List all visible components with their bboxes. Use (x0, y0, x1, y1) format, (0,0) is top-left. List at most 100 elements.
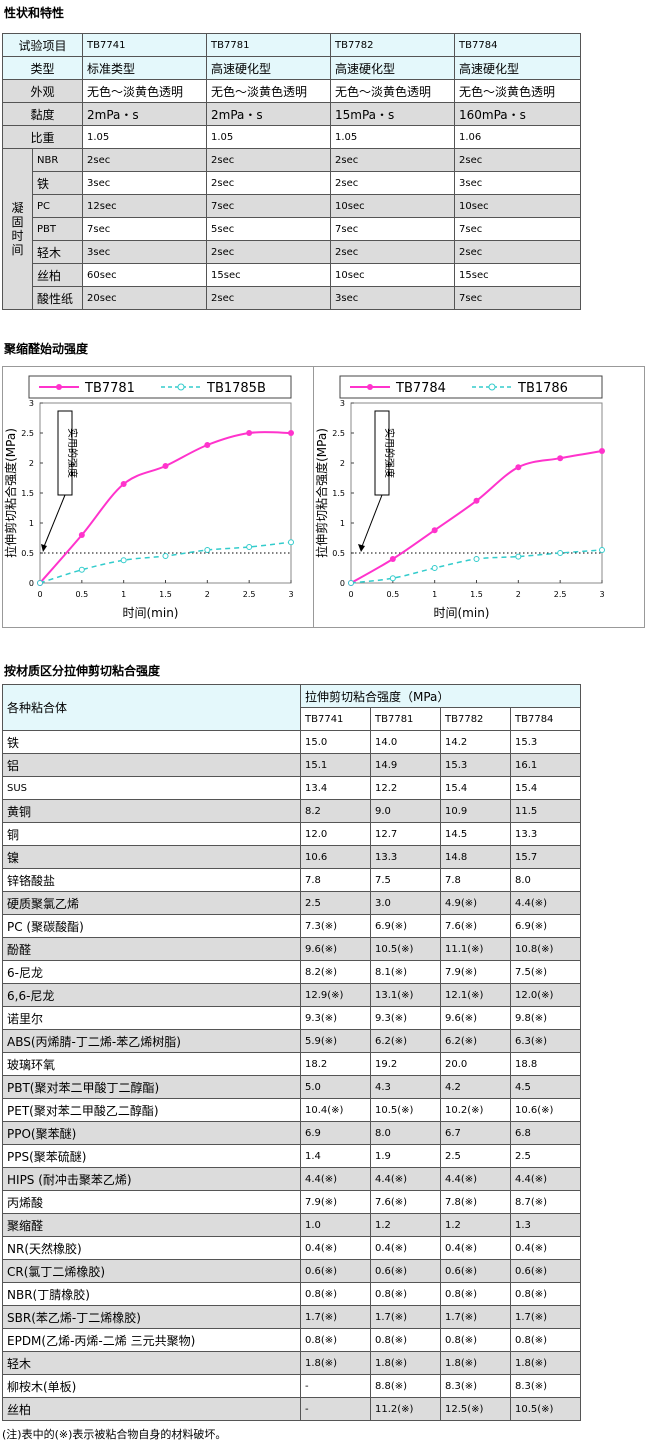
table-row: 铁 15.0 14.0 14.2 15.3 (2, 730, 582, 754)
table-row: HIPS (耐冲击聚苯乙烯) 4.4(※) 4.4(※) 4.4(※) 4.4(※) (2, 1167, 582, 1191)
material-label: 6-尼龙 (2, 960, 301, 984)
cell-value: - (300, 1374, 371, 1398)
cell-value: 10sec (330, 194, 456, 218)
x-tick-label: 2.5 (554, 590, 567, 599)
chart-svg-1: TB7781 TB1785B 0 0.5 1 1.5 2 2.5 3 0 0.5 1 1.5 2 2.5 3 时… (3, 375, 294, 620)
table-row: 轻木 3sec 2sec 2sec 2sec (3, 240, 582, 264)
cell-value: 12.9(※) (300, 983, 371, 1007)
cell-value: 20.0 (440, 1052, 511, 1076)
header-product: TB7784 (509, 707, 582, 731)
cell-value: 4.4(※) (440, 1167, 511, 1191)
table-row: 硬质聚氯乙烯 2.5 3.0 4.9(※) 4.4(※) (2, 891, 582, 915)
header-test-item: 试验项目 (1, 33, 84, 57)
header-product: TB7741 (300, 707, 371, 731)
table-row: 黏度 2mPa・s 2mPa・s 15mPa・s 160mPa・s (1, 102, 582, 126)
cell-value: 12.2 (370, 776, 441, 800)
header-product: TB7782 (330, 33, 456, 57)
material-label: 丙烯酸 (2, 1190, 301, 1214)
material-label: 铜 (2, 822, 301, 846)
cell-value: 2sec (206, 171, 332, 195)
cell-value: 2sec (206, 286, 332, 310)
x-tick-label: 3 (288, 590, 293, 599)
cell-value: 12sec (82, 194, 208, 218)
cell-value: 4.9(※) (440, 891, 511, 915)
cell-value: 0.8(※) (509, 1328, 582, 1352)
data-point-series-2 (389, 575, 396, 582)
cell-value: 14.0 (370, 730, 441, 754)
cell-value: 3.0 (370, 891, 441, 915)
cell-value: 0.8(※) (440, 1328, 511, 1352)
cell-value: 13.1(※) (370, 983, 441, 1007)
cell-value: 15.4 (440, 776, 511, 800)
cell-value: 10.5(※) (370, 937, 441, 961)
footnote: (注)表中的(※)表示被粘合物自身的材料破坏。 (2, 1428, 227, 1441)
cell-value: 2sec (330, 171, 456, 195)
table-row: 镍 10.6 13.3 14.8 15.7 (2, 845, 582, 869)
cell-value: 4.4(※) (370, 1167, 441, 1191)
annotation-arrow (360, 494, 383, 550)
annotation-text: 实用的强度 (383, 428, 396, 478)
table-row: 轻木 1.8(※) 1.8(※) 1.8(※) 1.8(※) (2, 1351, 582, 1375)
y-tick-label: 1.5 (21, 489, 34, 498)
material-label: 黄铜 (2, 799, 301, 823)
table-row: CR(氯丁二烯橡胶) 0.6(※) 0.6(※) 0.6(※) 0.6(※) (2, 1259, 582, 1283)
cell-value: 无色～淡黄色透明 (82, 79, 208, 103)
cell-value: 7sec (206, 194, 332, 218)
material-label: 轻木 (2, 1351, 301, 1375)
material-label: 丝柏 (2, 1397, 301, 1421)
cell-value: 1.8(※) (440, 1351, 511, 1375)
data-point-series-1 (162, 463, 169, 469)
cure-time-label: 凝固时间 (2, 148, 33, 310)
section-title-properties: 性状和特性 (4, 6, 65, 20)
cell-value: 6.7 (440, 1121, 511, 1145)
material-label: EPDM(乙烯-丙烯-二烯 三元共聚物) (2, 1328, 301, 1352)
cell-value: 14.9 (370, 753, 441, 777)
table-row: SBR(苯乙烯-丁二烯橡胶) 1.7(※) 1.7(※) 1.7(※) 1.7(※) (2, 1305, 582, 1329)
table-row: 丝柏 -11.2(※) 12.5(※) 10.5(※) (2, 1397, 582, 1421)
cell-value: 15.7 (509, 845, 582, 869)
cell-value: 3sec (82, 171, 208, 195)
legend-marker-series-2 (177, 383, 185, 391)
cell-value: 2sec (82, 148, 208, 172)
cell-value: 6.9(※) (509, 914, 582, 938)
material-label: 铁 (2, 730, 301, 754)
cell-value: 7sec (330, 217, 456, 241)
table-header-row: 各种粘合体 拉伸剪切粘合强度（MPa） (2, 684, 582, 731)
cell-value: 7sec (454, 286, 582, 310)
data-point-series-1 (557, 455, 564, 462)
data-point-series-1 (204, 442, 211, 448)
material-label: NBR(丁腈橡胶) (2, 1282, 301, 1306)
table-row: 锌铬酸盐 7.8 7.5 7.8 8.0 (2, 868, 582, 892)
x-tick-label: 0.5 (75, 590, 88, 599)
y-tick-label: 2.5 (332, 429, 345, 438)
cell-value: 4.3 (370, 1075, 441, 1099)
cell-value: 6.2(※) (440, 1029, 511, 1053)
table-row: 酸性纸 20sec 2sec 3sec 7sec (3, 286, 582, 310)
cell-value: 160mPa・s (454, 102, 582, 126)
cell-value: 0.8(※) (440, 1282, 511, 1306)
cell-value: 15.3 (509, 730, 582, 754)
cell-value: 15.0 (300, 730, 371, 754)
table-row: 聚缩醛 1.0 1.2 1.2 1.3 (2, 1213, 582, 1237)
data-point-series-2 (78, 566, 85, 573)
cell-value: 2.5 (509, 1144, 582, 1168)
cell-value: 0.8(※) (509, 1282, 582, 1306)
y-tick-label: 2 (340, 459, 345, 468)
table-row: 玻璃环氧 18.2 19.2 20.0 18.8 (2, 1052, 582, 1076)
material-label: 镍 (2, 845, 301, 869)
cell-value: 1.8(※) (370, 1351, 441, 1375)
cell-value: 3sec (330, 286, 456, 310)
table-row: PBT 7sec 5sec 7sec 7sec (3, 217, 582, 241)
cell-value: 18.2 (300, 1052, 371, 1076)
table-row: PC 12sec 7sec 10sec 10sec (3, 194, 582, 218)
header-product: TB7784 (454, 33, 582, 57)
cell-value: 4.4(※) (509, 1167, 582, 1191)
cell-value: 6.2(※) (370, 1029, 441, 1053)
material-label: 诺里尔 (2, 1006, 301, 1030)
cell-value: 10.5(※) (509, 1397, 582, 1421)
cell-value: 1.7(※) (300, 1305, 371, 1329)
cell-value: 7.5 (370, 868, 441, 892)
material-label: HIPS (耐冲击聚苯乙烯) (2, 1167, 301, 1191)
cell-value: 10.6 (300, 845, 371, 869)
cell-value: 1.3 (509, 1213, 582, 1237)
